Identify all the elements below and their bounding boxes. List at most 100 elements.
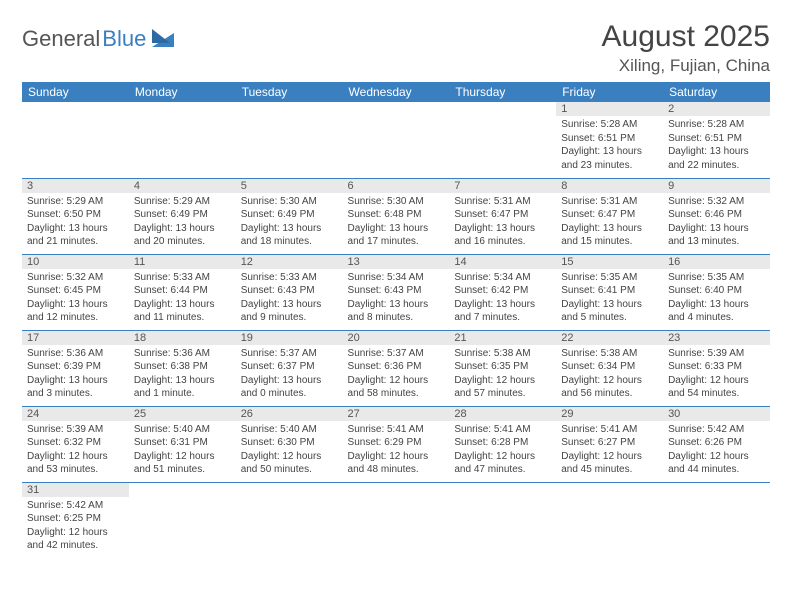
- calendar-cell: [556, 482, 663, 558]
- daylight: Daylight: 13 hours and 16 minutes.: [454, 222, 551, 249]
- sunrise: Sunrise: 5:29 AM: [27, 195, 124, 209]
- calendar-cell: 4Sunrise: 5:29 AMSunset: 6:49 PMDaylight…: [129, 178, 236, 254]
- daylight: Daylight: 12 hours and 44 minutes.: [668, 450, 765, 477]
- calendar-cell: 24Sunrise: 5:39 AMSunset: 6:32 PMDayligh…: [22, 406, 129, 482]
- sunrise: Sunrise: 5:42 AM: [27, 499, 124, 513]
- calendar-row: 1Sunrise: 5:28 AMSunset: 6:51 PMDaylight…: [22, 102, 770, 178]
- calendar-cell: 3Sunrise: 5:29 AMSunset: 6:50 PMDaylight…: [22, 178, 129, 254]
- sail-icon: [152, 29, 174, 47]
- calendar-cell: 18Sunrise: 5:36 AMSunset: 6:38 PMDayligh…: [129, 330, 236, 406]
- daylight: Daylight: 12 hours and 47 minutes.: [454, 450, 551, 477]
- sunrise: Sunrise: 5:41 AM: [454, 423, 551, 437]
- calendar-cell: 20Sunrise: 5:37 AMSunset: 6:36 PMDayligh…: [343, 330, 450, 406]
- day-number: 30: [663, 407, 770, 421]
- sunrise: Sunrise: 5:39 AM: [668, 347, 765, 361]
- day-details: Sunrise: 5:36 AMSunset: 6:38 PMDaylight:…: [129, 345, 236, 405]
- day-details: Sunrise: 5:42 AMSunset: 6:26 PMDaylight:…: [663, 421, 770, 481]
- calendar-cell: 6Sunrise: 5:30 AMSunset: 6:48 PMDaylight…: [343, 178, 450, 254]
- day-number: 8: [556, 179, 663, 193]
- sunrise: Sunrise: 5:37 AM: [348, 347, 445, 361]
- day-details: Sunrise: 5:39 AMSunset: 6:32 PMDaylight:…: [22, 421, 129, 481]
- day-details: Sunrise: 5:30 AMSunset: 6:49 PMDaylight:…: [236, 193, 343, 253]
- sunrise: Sunrise: 5:40 AM: [241, 423, 338, 437]
- day-number: 2: [663, 102, 770, 116]
- sunset: Sunset: 6:49 PM: [241, 208, 338, 222]
- calendar-row: 3Sunrise: 5:29 AMSunset: 6:50 PMDaylight…: [22, 178, 770, 254]
- day-header: Thursday: [449, 82, 556, 102]
- calendar-row: 31Sunrise: 5:42 AMSunset: 6:25 PMDayligh…: [22, 482, 770, 558]
- day-number: 26: [236, 407, 343, 421]
- day-number: 28: [449, 407, 556, 421]
- daylight: Daylight: 12 hours and 58 minutes.: [348, 374, 445, 401]
- calendar-cell: 14Sunrise: 5:34 AMSunset: 6:42 PMDayligh…: [449, 254, 556, 330]
- daylight: Daylight: 13 hours and 13 minutes.: [668, 222, 765, 249]
- calendar-cell: 26 Sunrise: 5:40 AMSunset: 6:30 PMDayligh…: [236, 406, 343, 482]
- calendar-cell: [449, 102, 556, 178]
- day-details: Sunrise: 5:40 AMSunset: 6:31 PMDaylight:…: [129, 421, 236, 481]
- daylight: Daylight: 13 hours and 3 minutes.: [27, 374, 124, 401]
- calendar-row: 24Sunrise: 5:39 AMSunset: 6:32 PMDayligh…: [22, 406, 770, 482]
- sunrise: Sunrise: 5:32 AM: [668, 195, 765, 209]
- sunrise: Sunrise: 5:33 AM: [241, 271, 338, 285]
- day-number: 12: [236, 255, 343, 269]
- calendar-cell: 30Sunrise: 5:42 AMSunset: 6:26 PMDayligh…: [663, 406, 770, 482]
- day-number: [343, 102, 450, 116]
- sunset: Sunset: 6:33 PM: [668, 360, 765, 374]
- day-number: 9: [663, 179, 770, 193]
- day-number: 31: [22, 483, 129, 497]
- calendar-row: 17Sunrise: 5:36 AMSunset: 6:39 PMDayligh…: [22, 330, 770, 406]
- sunset: Sunset: 6:42 PM: [454, 284, 551, 298]
- daylight: Daylight: 13 hours and 9 minutes.: [241, 298, 338, 325]
- day-number: 24: [22, 407, 129, 421]
- day-header: Sunday: [22, 82, 129, 102]
- daylight: Daylight: 12 hours and 50 minutes.: [241, 450, 338, 477]
- sunset: Sunset: 6:38 PM: [134, 360, 231, 374]
- daylight: Daylight: 12 hours and 53 minutes.: [27, 450, 124, 477]
- day-details: Sunrise: 5:35 AMSunset: 6:40 PMDaylight:…: [663, 269, 770, 329]
- sunset: Sunset: 6:30 PM: [241, 436, 338, 450]
- sunset: Sunset: 6:47 PM: [454, 208, 551, 222]
- logo-text-2: Blue: [102, 26, 146, 52]
- sunset: Sunset: 6:26 PM: [668, 436, 765, 450]
- sunset: Sunset: 6:47 PM: [561, 208, 658, 222]
- calendar-cell: 17Sunrise: 5:36 AMSunset: 6:39 PMDayligh…: [22, 330, 129, 406]
- sunrise: Sunrise: 5:35 AM: [561, 271, 658, 285]
- day-number: 19: [236, 331, 343, 345]
- daylight: Daylight: 13 hours and 22 minutes.: [668, 145, 765, 172]
- header: General Blue August 2025 Xiling, Fujian,…: [22, 20, 770, 76]
- daylight: Daylight: 12 hours and 45 minutes.: [561, 450, 658, 477]
- day-number: 14: [449, 255, 556, 269]
- calendar-cell: 23Sunrise: 5:39 AMSunset: 6:33 PMDayligh…: [663, 330, 770, 406]
- day-number: [449, 102, 556, 116]
- calendar-cell: [663, 482, 770, 558]
- sunrise: Sunrise: 5:28 AM: [561, 118, 658, 132]
- day-number: [663, 483, 770, 497]
- sunrise: Sunrise: 5:41 AM: [561, 423, 658, 437]
- calendar-cell: [129, 482, 236, 558]
- calendar-cell: 12 Sunrise: 5:33 AMSunset: 6:43 PMDayligh…: [236, 254, 343, 330]
- day-details: Sunrise: 5:41 AMSunset: 6:27 PMDaylight:…: [556, 421, 663, 481]
- day-details: Sunrise: 5:38 AMSunset: 6:34 PMDaylight:…: [556, 345, 663, 405]
- calendar-cell: 7Sunrise: 5:31 AMSunset: 6:47 PMDaylight…: [449, 178, 556, 254]
- calendar-cell: 16Sunrise: 5:35 AMSunset: 6:40 PMDayligh…: [663, 254, 770, 330]
- day-header: Wednesday: [343, 82, 450, 102]
- day-header: Saturday: [663, 82, 770, 102]
- title-block: August 2025 Xiling, Fujian, China: [602, 20, 770, 76]
- sunset: Sunset: 6:32 PM: [27, 436, 124, 450]
- day-header: Friday: [556, 82, 663, 102]
- daylight: Daylight: 13 hours and 18 minutes.: [241, 222, 338, 249]
- daylight: Daylight: 13 hours and 0 minutes.: [241, 374, 338, 401]
- day-number: 5: [236, 179, 343, 193]
- sunrise: Sunrise: 5:39 AM: [27, 423, 124, 437]
- sunset: Sunset: 6:51 PM: [561, 132, 658, 146]
- day-number: [236, 483, 343, 497]
- day-details: Sunrise: 5:28 AMSunset: 6:51 PMDaylight:…: [663, 116, 770, 176]
- sunrise: Sunrise: 5:31 AM: [454, 195, 551, 209]
- day-number: 13: [343, 255, 450, 269]
- sunset: Sunset: 6:43 PM: [241, 284, 338, 298]
- daylight: Daylight: 12 hours and 42 minutes.: [27, 526, 124, 553]
- day-number: 22: [556, 331, 663, 345]
- sunset: Sunset: 6:29 PM: [348, 436, 445, 450]
- sunset: Sunset: 6:35 PM: [454, 360, 551, 374]
- sunrise: Sunrise: 5:29 AM: [134, 195, 231, 209]
